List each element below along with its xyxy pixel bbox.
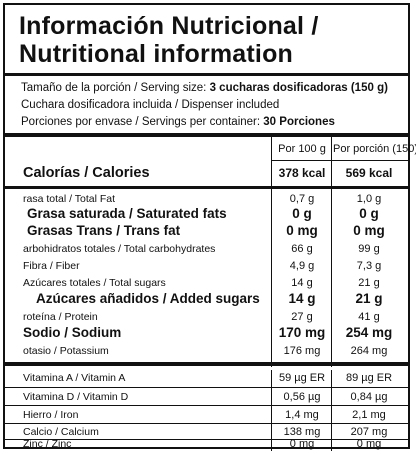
vitamins-rule [5,362,408,366]
row-potassium-per-serving: 264 mg [350,345,388,357]
row-trans-fat-label: Grasas Trans / Trans fat [27,223,181,238]
vitamin-separator-3 [5,423,408,424]
column-divider-2 [331,137,332,367]
row-saturated-fat-per-100g: 0 g [292,206,312,221]
row-total-sugars-per-100g: 14 g [291,277,313,289]
calories-label: Calorías / Calories [23,165,150,181]
row-calcium-label: Calcio / Calcium [23,426,99,438]
column-header-per-serving: Por porción (150) [333,143,416,155]
row-vitamin-d-per-serving: 0,84 µg [350,391,388,403]
row-carbohydrates-per-100g: 66 g [291,243,313,255]
column-divider-2-vit [331,370,332,451]
calories-per-serving: 569 kcal [345,166,393,180]
row-zinc-per-serving: 0 mg [356,438,382,450]
row-carbohydrates-per-serving: 99 g [358,243,380,255]
row-added-sugars-per-100g: 14 g [288,291,316,306]
row-added-sugars-label: Azúcares añadidos / Added sugars [36,291,260,306]
row-total-fat-per-serving: 1,0 g [356,193,382,205]
column-header-per-100g: Por 100 g [278,143,326,155]
row-vitamin-a-per-100g: 59 µg ER [278,372,326,384]
title-line-2: Nutritional information [19,40,294,68]
row-saturated-fat-per-serving: 0 g [359,206,379,221]
row-fiber-label: Fibra / Fiber [23,260,80,272]
row-saturated-fat-label: Grasa saturada / Saturated fats [27,206,227,221]
row-iron-per-serving: 2,1 mg [352,409,386,421]
row-protein-per-100g: 27 g [291,311,313,323]
row-total-sugars-label: Azúcares totales / Total sugars [23,277,166,289]
row-iron-per-100g: 1,4 mg [285,409,319,421]
serving-rule [5,133,408,137]
row-carbohydrates-label: arbohidratos totales / Total carbohydrat… [23,243,216,255]
row-trans-fat-per-100g: 0 mg [286,223,318,238]
row-trans-fat-per-serving: 0 mg [353,223,385,238]
row-calcium-per-serving: 207 mg [350,426,388,438]
row-total-fat-label: rasa total / Total Fat [23,193,116,205]
row-vitamin-d-label: Vitamina D / Vitamin D [23,391,129,403]
calories-per-100g: 378 kcal [278,166,326,180]
row-added-sugars-per-serving: 21 g [355,291,383,306]
row-calcium-per-100g: 138 mg [283,426,321,438]
title-rule [5,73,408,76]
servings-value: 30 Porciones [263,116,335,128]
servings-per-container: Porciones por envase / Servings per cont… [21,115,335,129]
row-total-sugars-per-serving: 21 g [358,277,380,289]
row-total-fat-per-100g: 0,7 g [289,193,315,205]
vitamin-separator-2 [5,405,408,406]
row-vitamin-a-label: Vitamina A / Vitamin A [23,372,126,384]
row-sodium-per-100g: 170 mg [278,325,326,340]
row-zinc-label: Zinc / Zinc [23,438,72,450]
title-line-1: Información Nutricional / [19,12,319,40]
row-protein-label: roteína / Protein [23,311,98,323]
vitamin-separator-1 [5,387,408,388]
vitamin-separator-4 [5,439,408,440]
servings-label: Porciones por envase / Servings per cont… [21,116,261,128]
column-divider-1-vit [271,370,272,451]
serving-size: Tamaño de la porción / Serving size: 3 c… [21,81,388,95]
row-sodium-per-serving: 254 mg [345,325,393,340]
row-protein-per-serving: 41 g [358,311,380,323]
row-potassium-label: otasio / Potassium [23,345,109,357]
row-vitamin-a-per-serving: 89 µg ER [345,372,393,384]
row-sodium-label: Sodio / Sodium [23,325,122,340]
calories-rule [5,186,408,189]
serving-size-value: 3 cucharas dosificadoras (150 g) [209,82,388,94]
row-fiber-per-serving: 7,3 g [356,260,382,272]
column-divider-1 [271,137,272,367]
dispenser-note: Cuchara dosificadora incluida / Dispense… [21,99,280,111]
label-title: Información Nutricional / Nutritional in… [19,12,318,68]
serving-size-label: Tamaño de la porción / Serving size: [21,82,207,94]
row-potassium-per-100g: 176 mg [283,345,321,357]
row-vitamin-d-per-100g: 0,56 µg [283,391,321,403]
row-fiber-per-100g: 4,9 g [289,260,315,272]
header-underline [271,160,408,161]
row-zinc-per-100g: 0 mg [289,438,315,450]
nutrition-label: Información Nutricional / Nutritional in… [3,3,416,451]
row-iron-label: Hierro / Iron [23,409,79,421]
